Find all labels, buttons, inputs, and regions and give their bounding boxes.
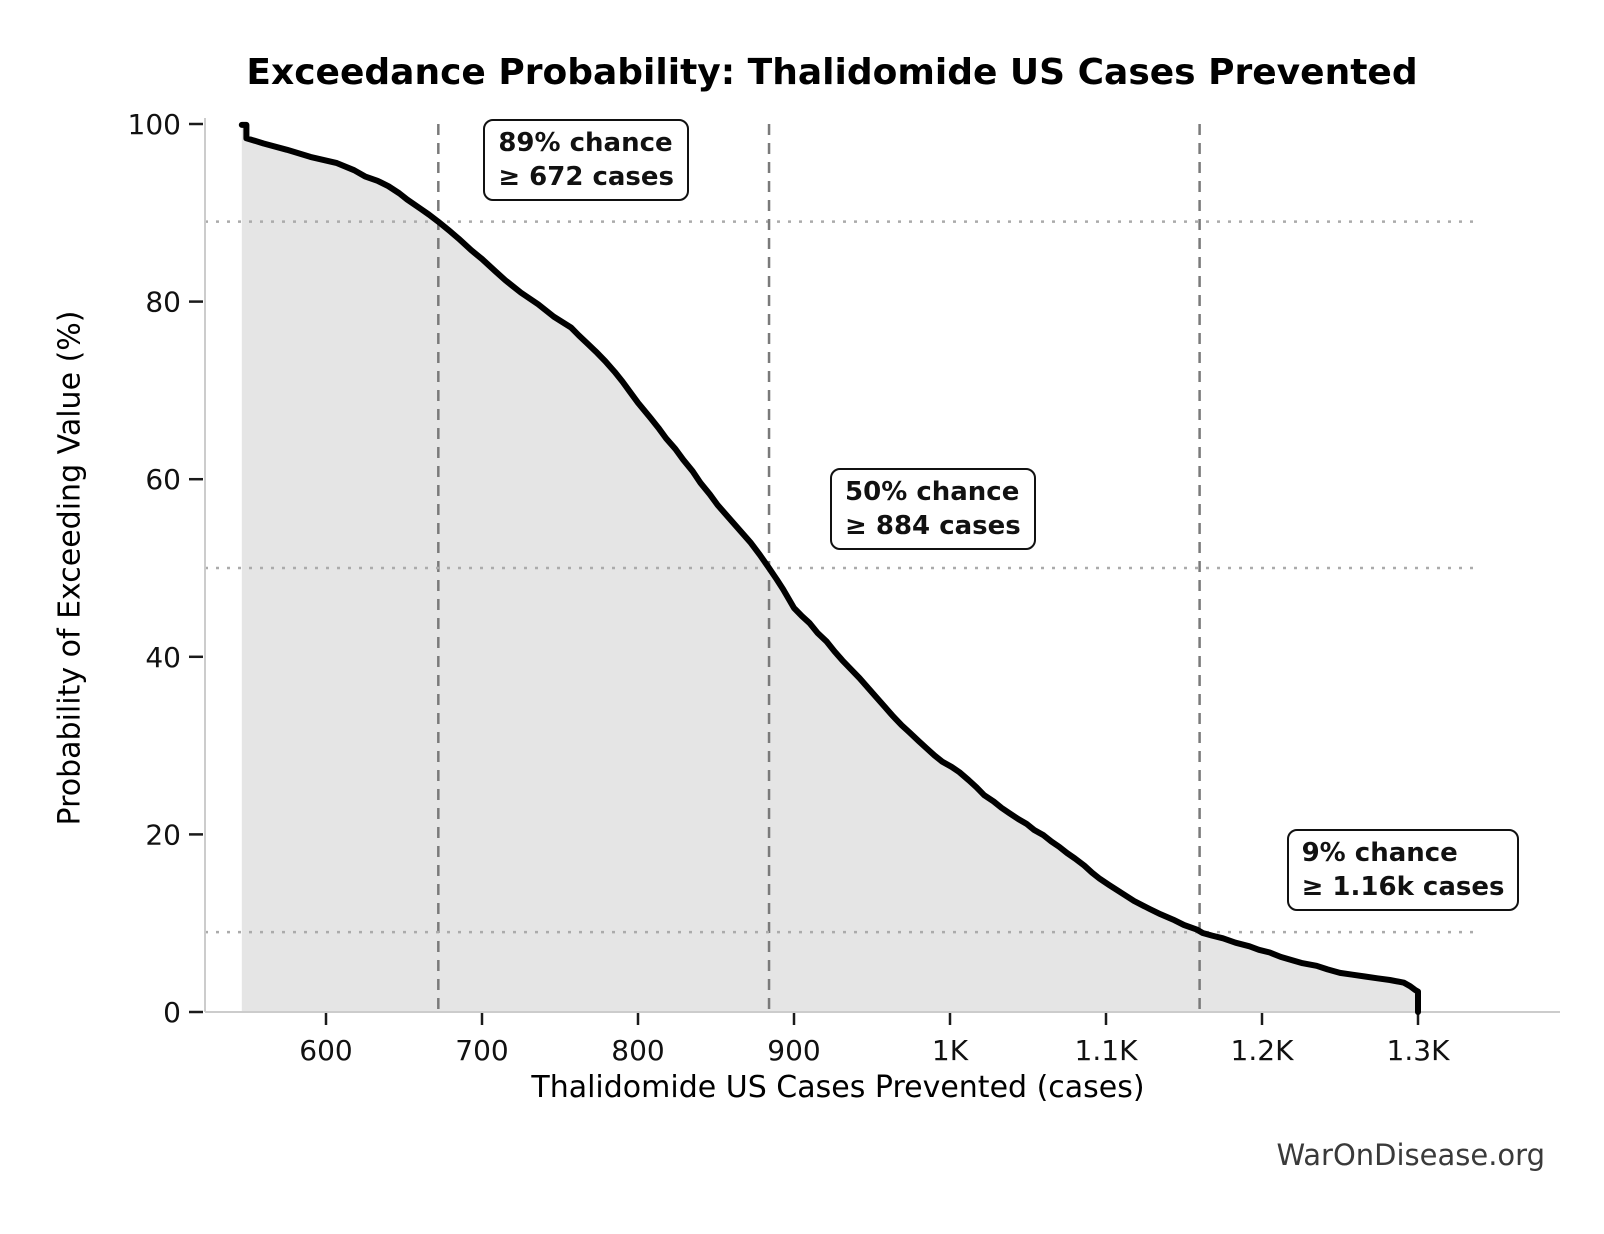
annotation-line: 89% chance bbox=[498, 127, 673, 158]
annotation-line: ≥ 884 cases bbox=[845, 511, 1021, 541]
annotation-box-89pct: 89% chance ≥ 672 cases bbox=[483, 118, 690, 201]
x-tick-label: 1K bbox=[932, 1034, 969, 1067]
x-tick-label: 900 bbox=[767, 1034, 820, 1067]
annotation-line: ≥ 1.16k cases bbox=[1301, 872, 1505, 903]
y-tick-label: 80 bbox=[145, 286, 181, 319]
exceedance-curve bbox=[238, 121, 1421, 1015]
chart-title: Exceedance Probability: Thalidomide US C… bbox=[246, 52, 1418, 93]
x-axis-label: Thalidomide US Cases Prevented (cases) bbox=[531, 1070, 1145, 1105]
annotation-line: 9% chance bbox=[1301, 838, 1458, 869]
watermark-text: WarOnDisease.org bbox=[1276, 1138, 1545, 1172]
x-tick-label: 600 bbox=[299, 1034, 352, 1067]
y-tick-label: 40 bbox=[145, 641, 181, 674]
y-tick-label: 60 bbox=[145, 463, 181, 496]
x-tick-label: 1.1K bbox=[1075, 1034, 1139, 1067]
annotation-line: 50% chance bbox=[845, 477, 1020, 507]
y-tick-label: 0 bbox=[163, 996, 181, 1029]
annotation-line: ≥ 672 cases bbox=[498, 161, 675, 192]
x-tick-label: 1.2K bbox=[1231, 1034, 1295, 1067]
x-tick-label: 1.3K bbox=[1387, 1034, 1451, 1067]
x-tick-label: 800 bbox=[611, 1034, 664, 1067]
y-tick-label: 20 bbox=[145, 818, 181, 851]
annotation-box-9pct: 9% chance ≥ 1.16k cases bbox=[1286, 829, 1520, 912]
exceedance-area-fill bbox=[241, 124, 1418, 1012]
annotation-box-50pct: 50% chance ≥ 884 cases bbox=[830, 468, 1036, 550]
y-tick-label: 100 bbox=[128, 108, 181, 141]
x-tick-label: 700 bbox=[455, 1034, 508, 1067]
